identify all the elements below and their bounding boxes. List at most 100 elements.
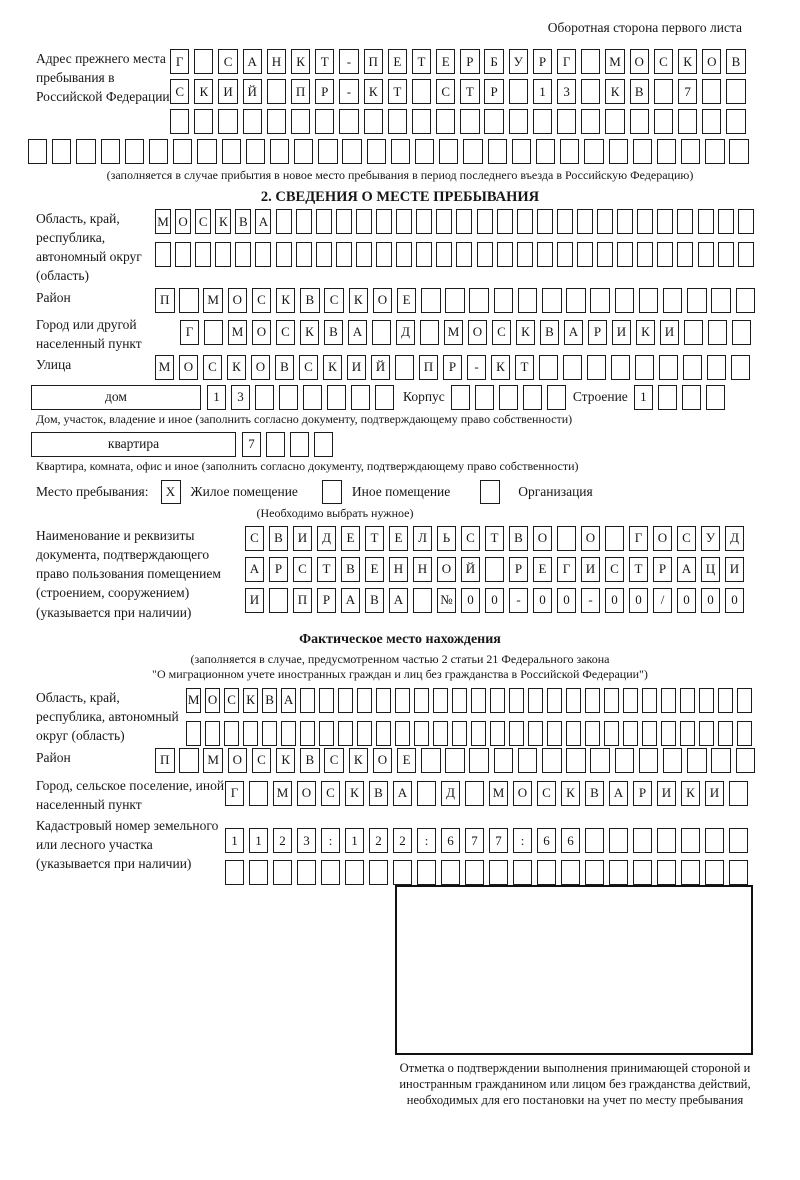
char-cell[interactable]: [585, 828, 604, 854]
char-cell[interactable]: [611, 354, 630, 380]
char-cell[interactable]: Й: [461, 556, 480, 582]
char-cell[interactable]: [496, 209, 513, 234]
char-cell[interactable]: Г: [170, 49, 190, 74]
char-cell[interactable]: [290, 431, 309, 457]
char-cell[interactable]: О: [297, 780, 316, 806]
char-cell[interactable]: В: [324, 319, 343, 345]
char-cell[interactable]: Л: [413, 525, 432, 551]
char-cell[interactable]: [576, 242, 593, 267]
char-cell[interactable]: [493, 287, 514, 313]
char-cell[interactable]: [726, 79, 746, 104]
char-cell[interactable]: [605, 525, 624, 551]
char-cell[interactable]: [215, 242, 232, 267]
char-cell[interactable]: Р: [532, 49, 553, 74]
char-cell[interactable]: [335, 242, 352, 267]
char-cell[interactable]: [261, 720, 278, 746]
char-cell[interactable]: [295, 209, 312, 234]
char-cell[interactable]: [729, 780, 748, 806]
char-cell[interactable]: [411, 79, 432, 104]
char-cell[interactable]: [295, 242, 312, 267]
char-cell[interactable]: [581, 79, 601, 104]
char-cell[interactable]: А: [609, 780, 628, 806]
char-cell[interactable]: [614, 287, 635, 313]
char-cell[interactable]: Б: [484, 49, 504, 74]
char-cell[interactable]: [681, 384, 701, 410]
char-cell[interactable]: [465, 780, 484, 806]
char-cell[interactable]: [717, 209, 734, 234]
checkbox-residential[interactable]: X: [160, 479, 181, 504]
char-cell[interactable]: [565, 720, 581, 746]
char-cell[interactable]: [255, 242, 272, 267]
char-cell[interactable]: Д: [317, 525, 336, 551]
char-cell[interactable]: [375, 384, 394, 410]
char-cell[interactable]: [546, 720, 562, 746]
char-cell[interactable]: [657, 860, 676, 886]
char-cell[interactable]: [566, 287, 586, 313]
char-cell[interactable]: [396, 242, 413, 267]
char-cell[interactable]: А: [677, 556, 696, 582]
char-cell[interactable]: [294, 139, 314, 164]
char-cell[interactable]: [476, 209, 493, 234]
char-cell[interactable]: [421, 287, 441, 313]
char-cell[interactable]: Г: [225, 780, 244, 806]
char-cell[interactable]: Т: [365, 525, 384, 551]
char-cell[interactable]: [726, 109, 746, 134]
char-cell[interactable]: [702, 79, 722, 104]
char-cell[interactable]: В: [509, 525, 528, 551]
char-cell[interactable]: [542, 287, 562, 313]
char-cell[interactable]: [445, 747, 465, 773]
char-cell[interactable]: [513, 860, 532, 886]
char-cell[interactable]: [561, 860, 580, 886]
char-cell[interactable]: [318, 139, 338, 164]
char-cell[interactable]: [416, 242, 433, 267]
char-cell[interactable]: [677, 109, 698, 134]
char-cell[interactable]: [657, 209, 674, 234]
char-cell[interactable]: [546, 384, 566, 410]
char-cell[interactable]: Е: [396, 747, 417, 773]
char-cell[interactable]: О: [372, 747, 393, 773]
char-cell[interactable]: Ц: [701, 556, 720, 582]
char-cell[interactable]: [702, 109, 722, 134]
char-cell[interactable]: [351, 384, 370, 410]
char-cell[interactable]: [235, 242, 252, 267]
char-cell[interactable]: [498, 384, 518, 410]
char-cell[interactable]: [303, 384, 322, 410]
char-cell[interactable]: [546, 687, 562, 713]
char-cell[interactable]: [474, 384, 494, 410]
char-cell[interactable]: Е: [341, 525, 360, 551]
char-cell[interactable]: В: [540, 319, 559, 345]
char-cell[interactable]: 0: [629, 587, 648, 613]
char-cell[interactable]: [441, 860, 460, 886]
char-cell[interactable]: [223, 720, 240, 746]
char-cell[interactable]: [641, 720, 657, 746]
char-cell[interactable]: [517, 747, 538, 773]
char-cell[interactable]: [242, 720, 259, 746]
char-cell[interactable]: Р: [269, 556, 288, 582]
char-cell[interactable]: [737, 242, 754, 267]
char-cell[interactable]: [225, 860, 244, 886]
char-cell[interactable]: [376, 242, 393, 267]
char-cell[interactable]: О: [702, 49, 722, 74]
char-cell[interactable]: [375, 720, 392, 746]
char-cell[interactable]: [560, 139, 580, 164]
char-cell[interactable]: [194, 49, 214, 74]
char-cell[interactable]: К: [605, 79, 625, 104]
char-cell[interactable]: 7: [677, 79, 698, 104]
char-cell[interactable]: 0: [557, 587, 576, 613]
char-cell[interactable]: Д: [396, 319, 415, 345]
char-cell[interactable]: К: [491, 354, 510, 380]
char-cell[interactable]: В: [369, 780, 388, 806]
char-cell[interactable]: [698, 720, 714, 746]
char-cell[interactable]: К: [363, 79, 383, 104]
char-cell[interactable]: [653, 109, 674, 134]
char-cell[interactable]: [656, 139, 677, 164]
char-cell[interactable]: [195, 242, 212, 267]
char-cell[interactable]: [638, 747, 659, 773]
char-cell[interactable]: Е: [533, 556, 552, 582]
char-cell[interactable]: [315, 209, 332, 234]
char-cell[interactable]: [617, 209, 634, 234]
char-cell[interactable]: С: [251, 747, 272, 773]
char-cell[interactable]: [597, 209, 614, 234]
house-type-box[interactable]: дом: [31, 384, 201, 410]
char-cell[interactable]: [413, 720, 429, 746]
